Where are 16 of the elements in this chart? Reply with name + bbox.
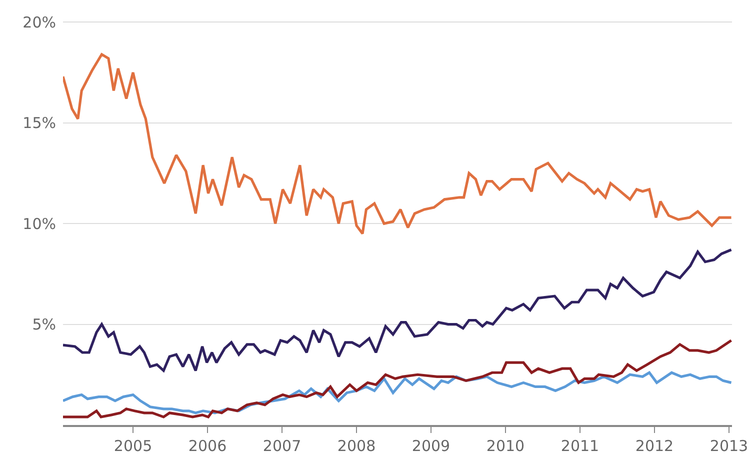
y-tick-label: 15% bbox=[22, 114, 56, 132]
x-tick-label: 2013 bbox=[710, 437, 748, 455]
line-series bbox=[63, 248, 732, 372]
x-tick-label: 2010 bbox=[486, 437, 525, 455]
x-tick-label: 2009 bbox=[412, 437, 450, 455]
x-tick-label: 2006 bbox=[188, 437, 227, 455]
x-tick-label: 2008 bbox=[337, 437, 376, 455]
x-tick-label: 2012 bbox=[635, 437, 674, 455]
line-series bbox=[63, 339, 732, 418]
y-tick-label: 10% bbox=[22, 214, 56, 233]
x-tick-label: 2005 bbox=[114, 437, 152, 455]
y-tick-label: 20% bbox=[22, 13, 56, 32]
x-tick-label: 2011 bbox=[560, 437, 600, 455]
x-tick-label: 2007 bbox=[262, 437, 302, 455]
line-series bbox=[63, 53, 732, 235]
y-tick-label: 5% bbox=[32, 316, 56, 334]
